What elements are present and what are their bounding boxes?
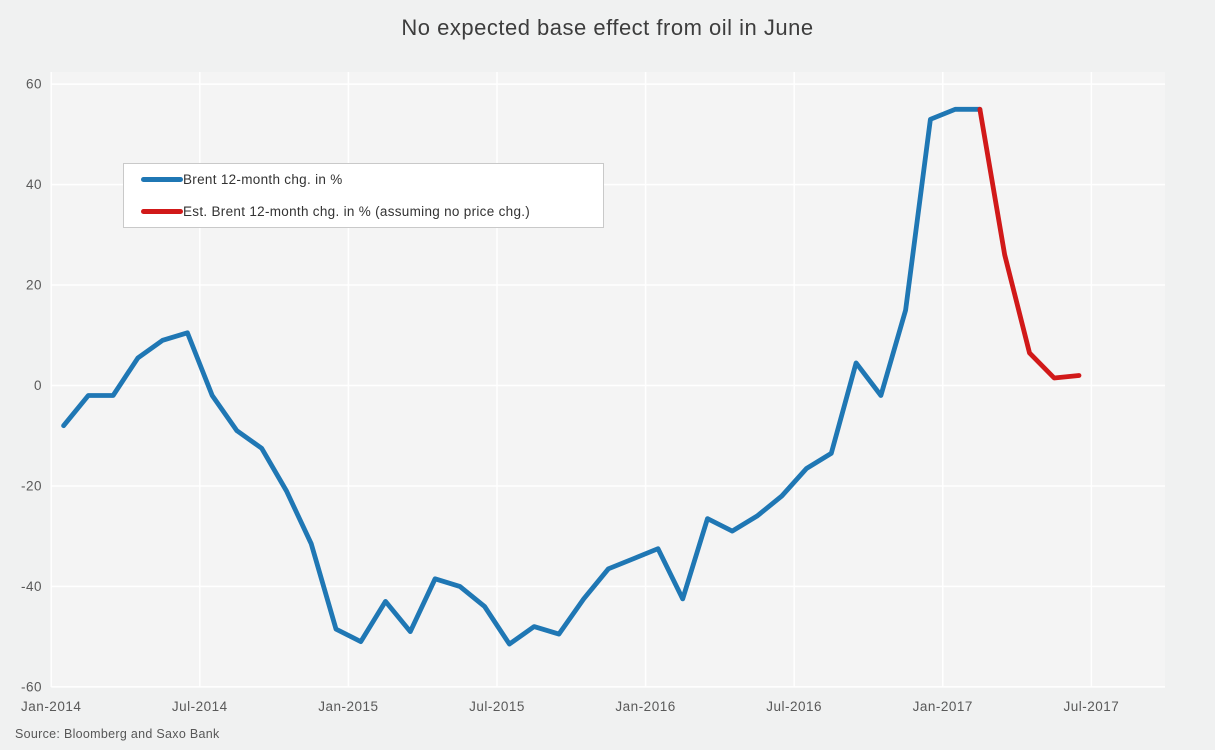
y-tick-label: -20 xyxy=(21,478,42,493)
x-tick-label: Jan-2015 xyxy=(318,699,378,714)
legend-item-brent: Brent 12-month chg. in % xyxy=(141,164,603,196)
y-tick-label: -40 xyxy=(21,579,42,594)
legend-item-estimate: Est. Brent 12-month chg. in % (assuming … xyxy=(141,196,603,228)
series-line-estimate xyxy=(977,106,1082,381)
x-tick-label: Jul-2015 xyxy=(469,699,525,714)
legend: Brent 12-month chg. in % Est. Brent 12-m… xyxy=(123,163,604,228)
x-tick-label: Jul-2016 xyxy=(766,699,822,714)
y-tick-label: 60 xyxy=(26,77,42,92)
x-tick-label: Jul-2014 xyxy=(172,699,228,714)
legend-label-estimate: Est. Brent 12-month chg. in % (assuming … xyxy=(183,203,531,219)
legend-line-sample-blue xyxy=(141,177,183,183)
y-tick-label: -60 xyxy=(21,679,42,694)
x-tick-label: Jan-2014 xyxy=(21,699,81,714)
legend-line-sample-red xyxy=(141,208,183,214)
y-tick-label: 40 xyxy=(26,177,42,192)
series-line-brent xyxy=(61,106,983,647)
x-tick-label: Jan-2016 xyxy=(615,699,675,714)
y-tick-label: 20 xyxy=(26,278,42,293)
legend-label-brent: Brent 12-month chg. in % xyxy=(183,172,343,188)
y-tick-label: 0 xyxy=(34,378,42,393)
x-tick-label: Jul-2017 xyxy=(1063,699,1119,714)
chart-title: No expected base effect from oil in June xyxy=(401,15,814,40)
source-note: Source: Bloomberg and Saxo Bank xyxy=(15,727,220,741)
x-tick-label: Jan-2017 xyxy=(913,699,973,714)
